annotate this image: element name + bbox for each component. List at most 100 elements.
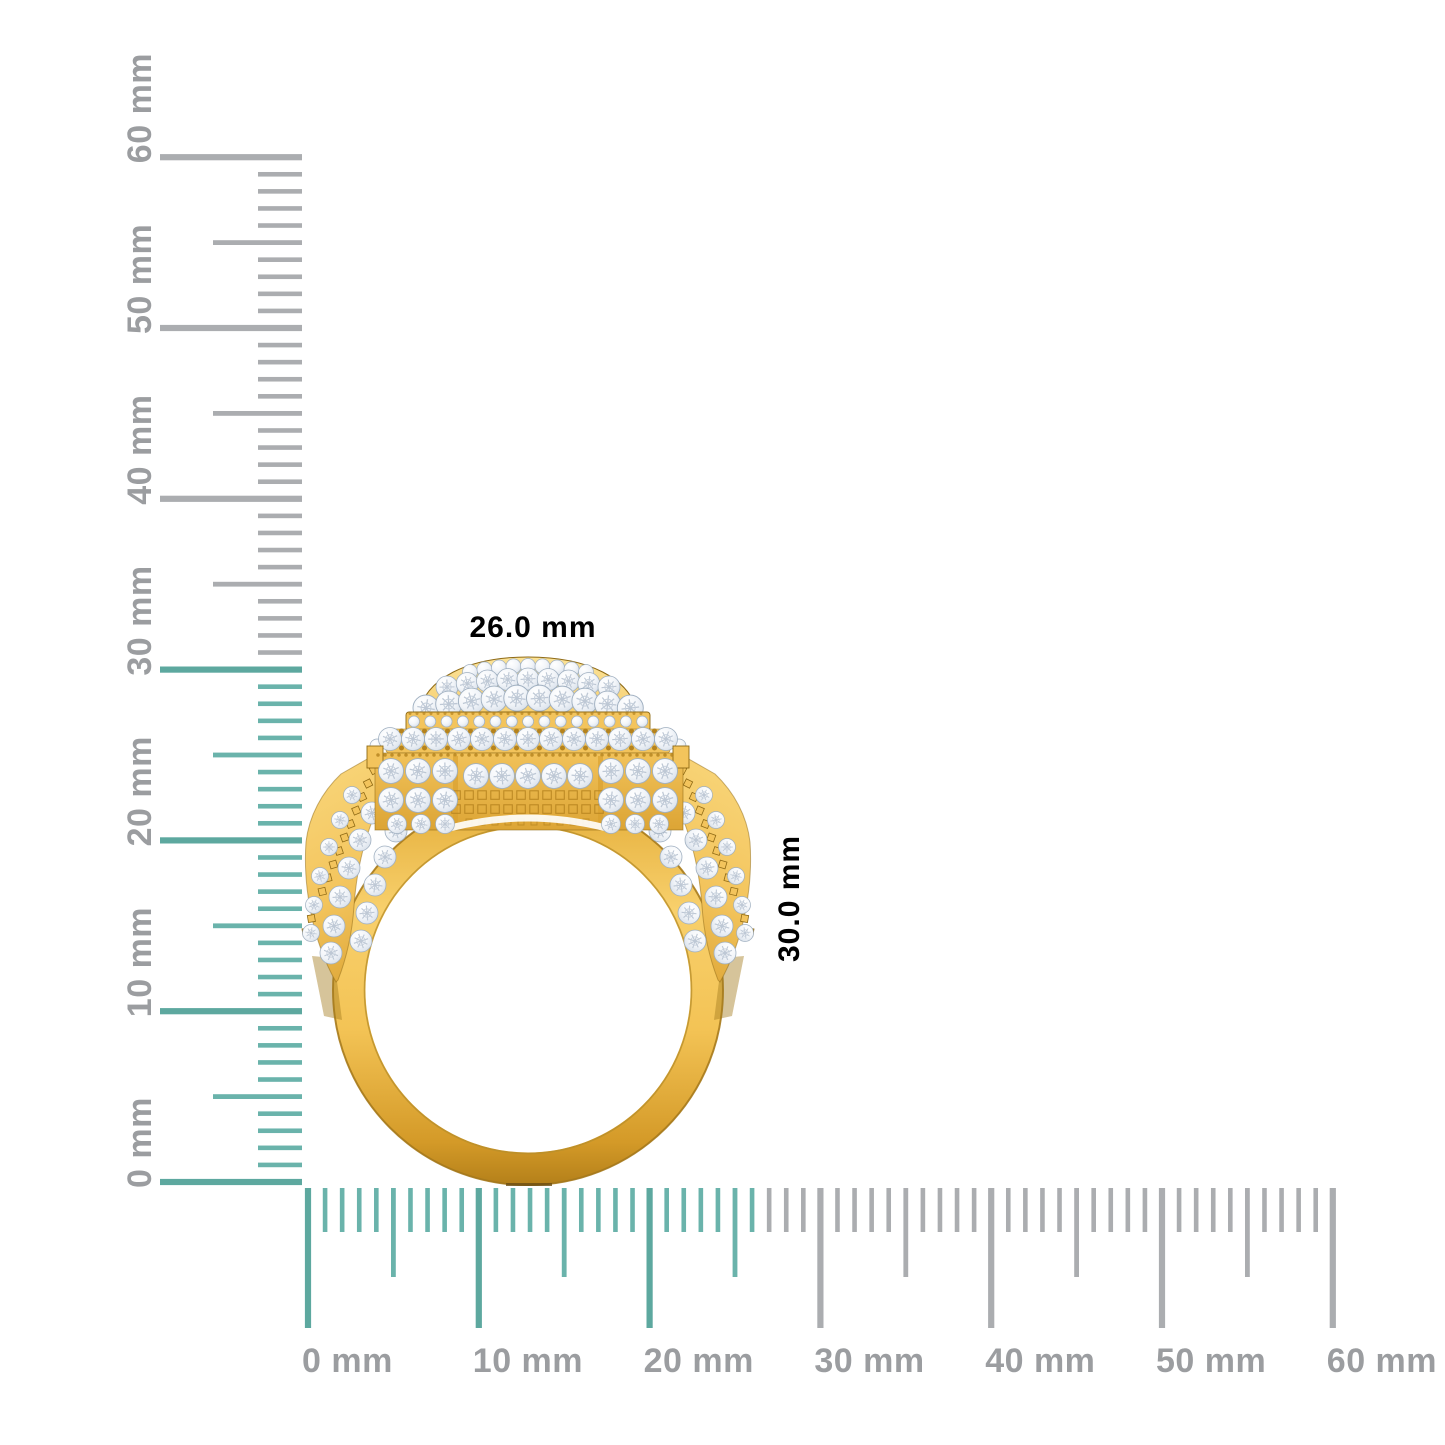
diamond-facets xyxy=(736,899,748,911)
diamond-table xyxy=(488,693,500,705)
h-ruler-tick-13mm xyxy=(527,1188,533,1232)
v-ruler-tick-52mm xyxy=(258,291,302,297)
h-ruler-tick-14mm xyxy=(544,1188,550,1232)
prong-bead xyxy=(399,728,404,734)
v-ruler-tick-15mm xyxy=(213,923,302,929)
diamond-facets xyxy=(628,817,642,831)
diamond-table xyxy=(441,820,449,828)
diamond-stone xyxy=(587,715,600,728)
prong-bead xyxy=(652,728,657,734)
diamond-facets xyxy=(708,889,724,905)
diamond-table xyxy=(503,674,513,685)
v-ruler-tick-7mm xyxy=(258,1060,302,1065)
diamond-table xyxy=(523,674,533,684)
v-ruler-tick-51mm xyxy=(258,308,302,314)
h-ruler-tick-1mm xyxy=(322,1188,328,1232)
prong-bead xyxy=(606,728,611,734)
diamond-facets xyxy=(652,817,666,831)
diamond-facets xyxy=(676,805,692,821)
diamond-facets xyxy=(540,672,556,687)
diamond-table xyxy=(356,936,366,946)
diamond-table xyxy=(462,678,472,689)
prong-bead xyxy=(422,745,427,751)
v-ruler-tick-8mm xyxy=(258,1043,302,1048)
diamond-table xyxy=(720,948,730,958)
diamond-facets xyxy=(656,791,674,809)
diamond-table xyxy=(615,734,625,744)
h-ruler-label-20mm: 20 mm xyxy=(644,1342,754,1380)
diamond-table xyxy=(477,734,487,744)
diamond-stone xyxy=(571,715,583,728)
prong-bead xyxy=(629,745,634,751)
diamond-table xyxy=(412,794,424,806)
diamond-facets xyxy=(383,763,399,779)
shoulder-stud xyxy=(729,886,739,897)
diamond-facets xyxy=(341,860,357,876)
h-ruler-tick-9mm xyxy=(459,1188,465,1232)
diamond-facets xyxy=(699,860,715,876)
shoulder-right xyxy=(648,753,755,983)
h-ruler-tick-15mm xyxy=(561,1188,567,1277)
h-ruler-tick-44mm xyxy=(1057,1188,1062,1232)
pattern-square xyxy=(555,790,565,800)
h-ruler-tick-27mm xyxy=(766,1188,772,1232)
diamond-stone xyxy=(538,715,551,728)
h-ruler-tick-3mm xyxy=(356,1188,362,1232)
h-ruler-tick-52mm xyxy=(1193,1188,1199,1232)
diamond-table xyxy=(325,843,333,851)
diamond-facets xyxy=(543,731,559,747)
v-ruler-tick-31mm xyxy=(258,650,302,655)
ring-illustration xyxy=(301,656,755,1186)
diamond-facets xyxy=(612,731,628,747)
diamond-table xyxy=(607,820,615,828)
v-ruler-tick-40mm xyxy=(160,495,302,502)
diamond-table xyxy=(676,880,686,890)
diamond-facets xyxy=(459,676,475,691)
horizontal-ruler: 0 mm 10 mm 20 mm 30 mm 40 mm 50 mm 60 mm xyxy=(302,1188,1437,1380)
diamond-table xyxy=(355,835,365,845)
h-ruler-tick-54mm xyxy=(1228,1188,1233,1232)
diamond-table xyxy=(605,794,617,806)
shoulder-stud xyxy=(694,805,705,816)
h-ruler-tick-19mm xyxy=(630,1188,635,1232)
h-ruler-tick-17mm xyxy=(596,1188,601,1232)
diamond-facets xyxy=(353,933,369,949)
h-ruler-tick-31mm xyxy=(835,1188,840,1232)
diamond-facets xyxy=(530,689,549,707)
shoulder-stud xyxy=(339,832,350,843)
diamond-table xyxy=(605,765,617,777)
diamond-table xyxy=(569,734,579,744)
diamond-facets xyxy=(687,933,703,949)
v-ruler-tick-0mm xyxy=(160,1178,302,1186)
prong-bead xyxy=(583,745,588,751)
v-ruler-label-40mm: 40 mm xyxy=(121,395,159,505)
diamond-facets xyxy=(323,945,339,961)
diamond-facets xyxy=(305,927,317,939)
h-ruler-tick-23mm xyxy=(698,1188,704,1232)
h-ruler-tick-47mm xyxy=(1108,1188,1114,1232)
diamond-stone xyxy=(636,715,649,728)
diamond-facets xyxy=(480,673,495,689)
v-ruler-tick-37mm xyxy=(258,547,302,553)
pattern-square xyxy=(503,790,513,800)
diamond-facets xyxy=(714,918,730,934)
pattern-square xyxy=(464,790,474,800)
diamond-table xyxy=(370,880,380,890)
shoulder-stud xyxy=(682,778,694,789)
pattern-square xyxy=(503,804,513,814)
prong-bead xyxy=(422,728,427,734)
diamond-table xyxy=(690,936,700,946)
h-ruler-tick-29mm xyxy=(801,1188,806,1232)
v-ruler-tick-35mm xyxy=(213,581,302,587)
v-ruler-tick-60mm xyxy=(160,154,302,161)
diamond-facets xyxy=(561,673,576,689)
prong-bead xyxy=(491,745,496,751)
diamond-facets xyxy=(604,817,618,831)
v-ruler-tick-10mm xyxy=(160,1008,302,1015)
v-ruler-tick-27mm xyxy=(258,718,302,724)
diamond-stone xyxy=(489,715,502,728)
h-ruler-tick-40mm xyxy=(988,1188,995,1328)
h-ruler-tick-39mm xyxy=(971,1188,977,1232)
pattern-square xyxy=(464,804,474,814)
diamond-facets xyxy=(467,767,485,785)
